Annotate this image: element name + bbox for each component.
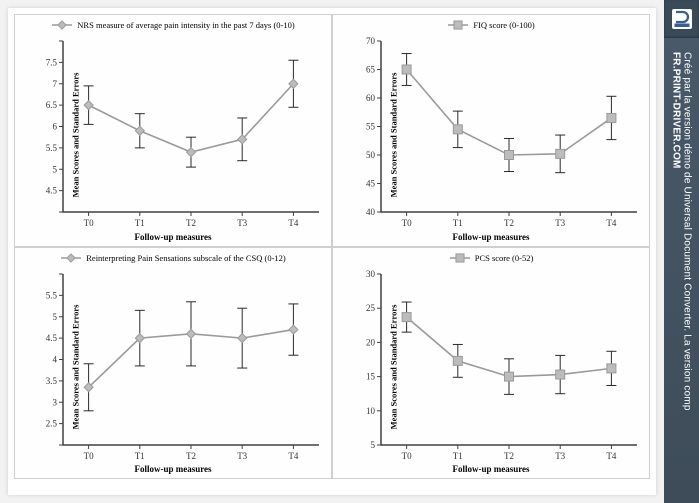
svg-text:T2: T2 (504, 218, 514, 228)
watermark-text: Créé par la version démo de Universal Do… (671, 38, 693, 411)
svg-text:45: 45 (366, 179, 376, 189)
svg-text:T3: T3 (237, 218, 247, 228)
x-axis-label: Follow-up measures (333, 232, 649, 242)
paper-surface: NRS measure of average pain intensity in… (8, 8, 656, 495)
svg-text:T1: T1 (135, 451, 145, 461)
y-axis-label: Mean Scores and Standard Errors (70, 305, 80, 430)
svg-text:4: 4 (53, 354, 58, 364)
watermark-line2: FR.PRINT-DRIVER.COM (671, 52, 682, 169)
svg-text:15: 15 (366, 371, 376, 381)
svg-text:20: 20 (366, 337, 376, 347)
x-axis-label: Follow-up measures (15, 464, 331, 474)
svg-text:7: 7 (53, 79, 58, 89)
svg-text:4.5: 4.5 (46, 186, 58, 196)
plot-svg: 4.5 5 5.5 6 6.5 7 7.5 T0 T1 T2 T3 T4 (15, 15, 331, 246)
svg-text:T1: T1 (453, 451, 463, 461)
svg-text:30: 30 (366, 269, 376, 279)
svg-text:4.5: 4.5 (46, 333, 58, 343)
svg-text:6.5: 6.5 (46, 100, 58, 110)
svg-text:T0: T0 (402, 218, 412, 228)
panel-nrs: NRS measure of average pain intensity in… (14, 14, 332, 247)
svg-text:T3: T3 (237, 451, 247, 461)
y-axis-label: Mean Scores and Standard Errors (70, 72, 80, 197)
svg-text:T2: T2 (186, 218, 196, 228)
svg-text:T4: T4 (606, 451, 616, 461)
svg-text:10: 10 (366, 405, 376, 415)
svg-text:6: 6 (53, 122, 58, 132)
plot-svg: 5 10 15 20 25 30 T0 T1 T2 T3 T4 (333, 248, 649, 479)
panel-csq: Reinterpreting Pain Sensations subscale … (14, 247, 332, 480)
x-axis-label: Follow-up measures (333, 464, 649, 474)
panel-pcs: PCS score (0-52)51015202530T0T1T2T3T4Mea… (332, 247, 650, 480)
svg-text:60: 60 (366, 93, 376, 103)
svg-text:T2: T2 (504, 451, 514, 461)
svg-text:T3: T3 (555, 451, 565, 461)
y-axis-label: Mean Scores and Standard Errors (388, 72, 398, 197)
svg-text:5: 5 (371, 440, 376, 450)
chart-grid: NRS measure of average pain intensity in… (8, 8, 656, 485)
svg-text:5.5: 5.5 (46, 290, 58, 300)
svg-text:T4: T4 (288, 451, 298, 461)
svg-text:55: 55 (366, 122, 376, 132)
svg-text:5: 5 (53, 311, 58, 321)
svg-text:T2: T2 (186, 451, 196, 461)
svg-text:T3: T3 (555, 218, 565, 228)
x-axis-label: Follow-up measures (15, 232, 331, 242)
svg-text:65: 65 (366, 65, 376, 75)
panel-fiq: FIQ score (0-100)40455055606570T0T1T2T3T… (332, 14, 650, 247)
svg-text:50: 50 (366, 150, 376, 160)
watermark-line1: Créé par la version démo de Universal Do… (682, 52, 693, 411)
svg-text:2.5: 2.5 (46, 418, 58, 428)
svg-text:T4: T4 (288, 218, 298, 228)
svg-text:3.5: 3.5 (46, 375, 58, 385)
watermark-logo-icon (664, 0, 699, 38)
plot-svg: 2.5 3 3.5 4 4.5 5 5.5 T0 T1 T2 T3 T4 (15, 248, 331, 479)
svg-text:40: 40 (366, 207, 376, 217)
svg-text:T1: T1 (135, 218, 145, 228)
svg-text:5: 5 (53, 164, 58, 174)
svg-text:5.5: 5.5 (46, 143, 58, 153)
svg-text:T4: T4 (606, 218, 616, 228)
watermark-strip: Créé par la version démo de Universal Do… (664, 0, 699, 503)
svg-text:3: 3 (53, 397, 58, 407)
svg-text:T0: T0 (84, 451, 94, 461)
svg-text:70: 70 (366, 36, 376, 46)
svg-text:25: 25 (366, 303, 376, 313)
svg-text:T0: T0 (402, 451, 412, 461)
y-axis-label: Mean Scores and Standard Errors (388, 305, 398, 430)
svg-text:7.5: 7.5 (46, 57, 58, 67)
svg-text:T0: T0 (84, 218, 94, 228)
plot-svg: 40 45 50 55 60 65 70 T0 T1 T2 T3 T4 (333, 15, 649, 246)
svg-text:T1: T1 (453, 218, 463, 228)
